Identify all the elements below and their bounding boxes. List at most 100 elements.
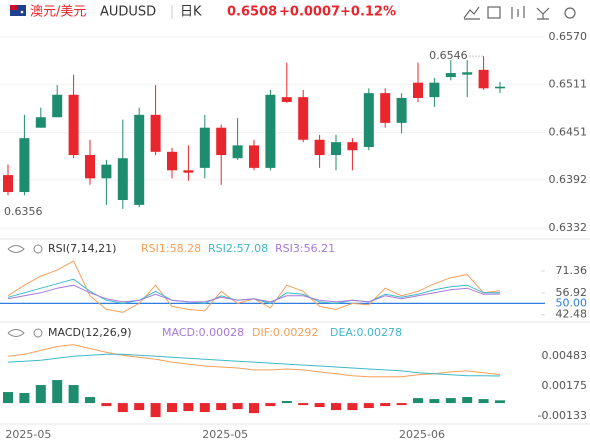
macd-bar	[3, 392, 13, 404]
settings-button[interactable]	[564, 7, 576, 19]
indicator-title: MACD(12,26,9)	[48, 326, 132, 339]
layout-button[interactable]	[487, 6, 501, 19]
change-pct: +0.12%	[340, 5, 396, 20]
macd-bar	[347, 403, 358, 411]
legend-entry: DEA:0.00278	[330, 326, 402, 339]
macd-bar	[363, 403, 374, 409]
candle-body	[216, 127, 227, 156]
candle-body	[429, 82, 440, 98]
candle-body	[68, 94, 79, 156]
y-tick-label: 0.00483	[542, 349, 588, 362]
x-tick-label: 2025-05	[5, 428, 51, 441]
candle-body	[85, 155, 95, 179]
candle-body	[134, 114, 145, 205]
y-tick-label: 56.92	[556, 286, 588, 299]
candle-body	[265, 94, 276, 168]
macd-bar	[413, 398, 423, 404]
high-label: 0.6546	[429, 49, 468, 62]
candle-body	[298, 97, 309, 140]
candle-body	[445, 73, 456, 78]
macd-line	[7, 353, 501, 377]
candle-type-button[interactable]	[511, 6, 525, 19]
macd-bar	[281, 401, 292, 404]
candle-body	[281, 97, 292, 102]
candle-body	[167, 151, 177, 171]
candle-body	[347, 142, 358, 151]
macd-bar	[478, 399, 489, 404]
macd-bar	[134, 403, 145, 411]
candle-body	[363, 93, 374, 147]
period: 日K	[180, 5, 202, 20]
legend-entry: DIF:0.00292	[252, 326, 318, 339]
macd-bar	[429, 399, 440, 404]
candle-body	[3, 175, 13, 192]
macd-bar	[199, 403, 210, 413]
y-tick-label: 50.00	[556, 296, 588, 309]
macd-bar	[19, 393, 30, 404]
price: 0.6508	[227, 5, 277, 20]
candle-body	[396, 97, 407, 123]
legend-entry: RSI1:58.28	[141, 242, 201, 255]
legend-entry: RSI2:57.08	[208, 242, 268, 255]
macd-bar	[331, 403, 341, 411]
y-tick-label: 71.36	[556, 264, 588, 277]
y-tick-label: 0.6332	[549, 221, 588, 234]
fullscreen-button[interactable]	[536, 7, 550, 20]
macd-bar	[249, 403, 259, 414]
eye-toggle[interactable]	[7, 329, 25, 337]
candle-body	[35, 117, 46, 128]
macd-bar	[85, 397, 95, 404]
candle-body	[101, 164, 112, 179]
candle-body	[495, 86, 505, 89]
indicator-button[interactable]	[463, 6, 480, 20]
candle-body	[331, 142, 341, 156]
eye-toggle[interactable]	[7, 245, 25, 253]
candle-body	[19, 138, 30, 192]
candle-body	[249, 145, 259, 168]
x-tick-label: 2025-05	[202, 428, 248, 441]
candle-body	[462, 72, 473, 75]
legend-entry: RSI3:56.21	[275, 242, 335, 255]
macd-bar	[52, 380, 63, 404]
candle-body	[117, 158, 128, 201]
macd-bar	[216, 403, 227, 411]
macd-settings[interactable]	[33, 328, 43, 338]
legend-entry: MACD:0.00028	[162, 326, 244, 339]
y-tick-label: 0.6511	[549, 77, 588, 90]
y-tick-label: 0.6451	[549, 126, 588, 139]
rsi-line	[7, 284, 501, 303]
macd-bar	[396, 403, 407, 406]
macd-bar	[35, 385, 46, 404]
macd-bar	[462, 397, 473, 404]
y-tick-label: 42.48	[556, 308, 588, 321]
macd-bar	[167, 403, 177, 413]
candle-body	[478, 69, 489, 89]
macd-bar	[68, 385, 79, 404]
rsi-settings[interactable]	[33, 244, 43, 254]
candle-body	[183, 170, 194, 173]
macd-bar	[150, 403, 161, 418]
macd-bar	[445, 398, 456, 404]
macd-bar	[298, 403, 309, 406]
macd-bar	[495, 400, 505, 404]
x-tick-label: 2025-06	[399, 428, 445, 441]
candle-body	[199, 127, 210, 168]
y-tick-label: 0.6392	[549, 173, 588, 186]
low-label: 0.6356	[4, 205, 43, 218]
macd-bar	[101, 403, 112, 407]
flag-icon	[10, 5, 26, 16]
pair-code: AUDUSD	[100, 5, 156, 20]
macd-bar	[380, 403, 391, 407]
y-tick-label: 0.6570	[549, 30, 588, 43]
macd-bar	[232, 403, 243, 410]
change: +0.0007	[279, 5, 340, 20]
macd-bar	[265, 403, 276, 407]
macd-bar	[117, 403, 128, 413]
candle-body	[314, 139, 325, 156]
macd-bar	[314, 403, 325, 408]
macd-line	[7, 344, 501, 378]
indicator-title: RSI(7,14,21)	[48, 242, 116, 255]
y-tick-label: 0.00175	[542, 379, 588, 392]
